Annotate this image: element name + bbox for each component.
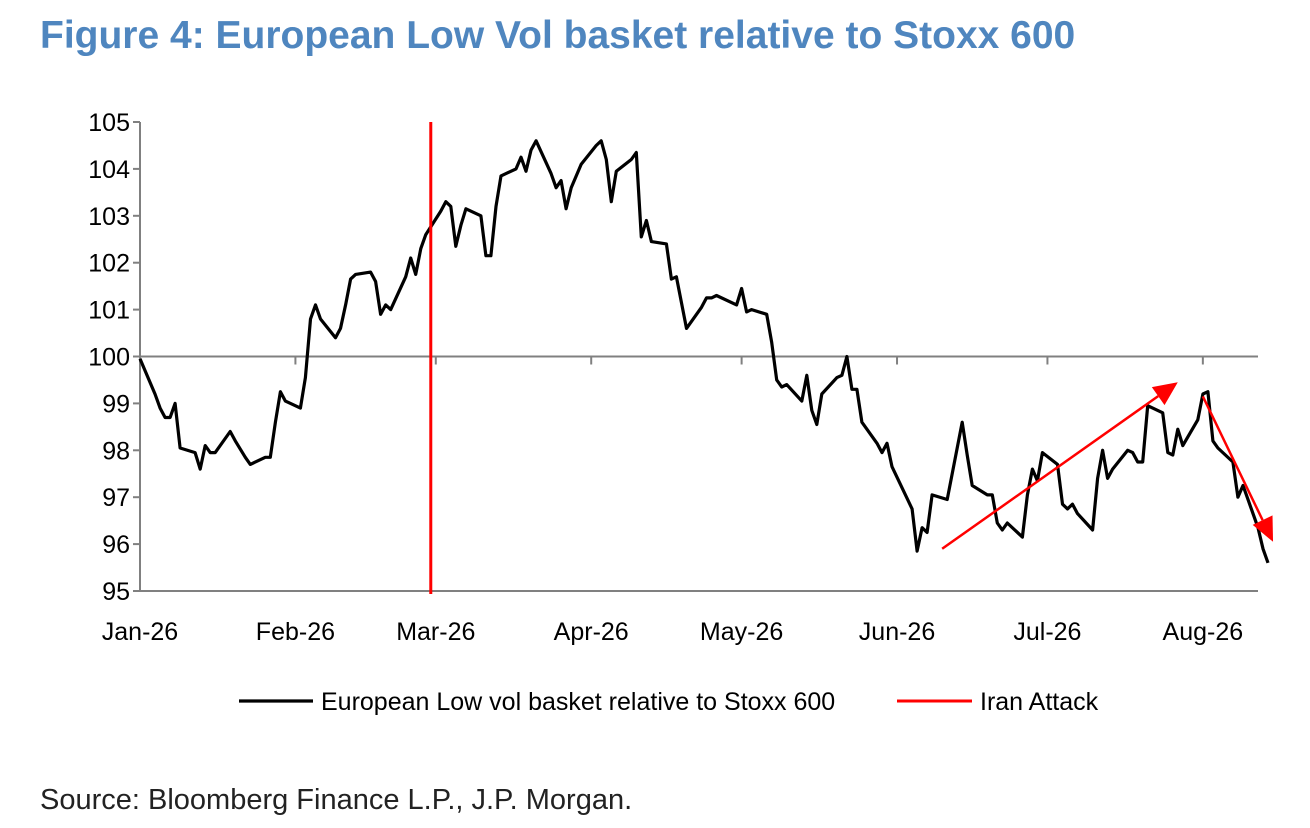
series-layer — [138, 139, 1270, 564]
y-tick-label: 95 — [102, 578, 130, 606]
x-tick-label: Feb-26 — [256, 618, 335, 646]
trend-arrow-shaft — [1201, 395, 1264, 521]
y-tick-label: 102 — [88, 250, 130, 278]
figure-title: Figure 4: European Low Vol basket relati… — [40, 14, 1076, 57]
y-axis: 95 96 97 98 99 100 101 102 103 104 105 — [88, 109, 141, 606]
x-tick-label: Mar-26 — [396, 618, 475, 646]
y-tick-label: 104 — [88, 156, 130, 184]
y-tick-label: 105 — [88, 109, 130, 137]
x-tick-label: Jul-26 — [1013, 618, 1081, 646]
trend-arrows — [941, 382, 1274, 550]
y-tick-label: 99 — [102, 390, 130, 418]
x-axis: Jan-26 Feb-26 Mar-26 Apr-26 May-26 Jun-26 Jul-… — [102, 590, 1258, 646]
trend-arrow-shaft — [941, 395, 1159, 550]
x-tick-label: Aug-26 — [1163, 618, 1244, 646]
x-tick-label: May-26 — [700, 618, 783, 646]
legend: European Low vol basket relative to Stox… — [239, 688, 1099, 716]
x-tick-label: Apr-26 — [554, 618, 629, 646]
trend-arrow-head — [1151, 382, 1178, 406]
y-tick-label: 103 — [88, 203, 130, 231]
legend-label-iran-attack: Iran Attack — [980, 688, 1099, 716]
y-tick-label: 101 — [88, 297, 130, 325]
y-tick-label: 96 — [102, 531, 130, 559]
trend-arrow-head — [1252, 515, 1274, 542]
y-tick-label: 100 — [88, 344, 130, 372]
source-note: Source: Bloomberg Finance L.P., J.P. Mor… — [40, 784, 633, 816]
x-tick-label: Jun-26 — [859, 618, 935, 646]
y-tick-label: 98 — [102, 437, 130, 465]
legend-label-basket: European Low vol basket relative to Stox… — [321, 688, 835, 716]
x-tick-label: Jan-26 — [102, 618, 178, 646]
y-tick-label: 97 — [102, 484, 130, 512]
series-line — [138, 139, 1270, 564]
